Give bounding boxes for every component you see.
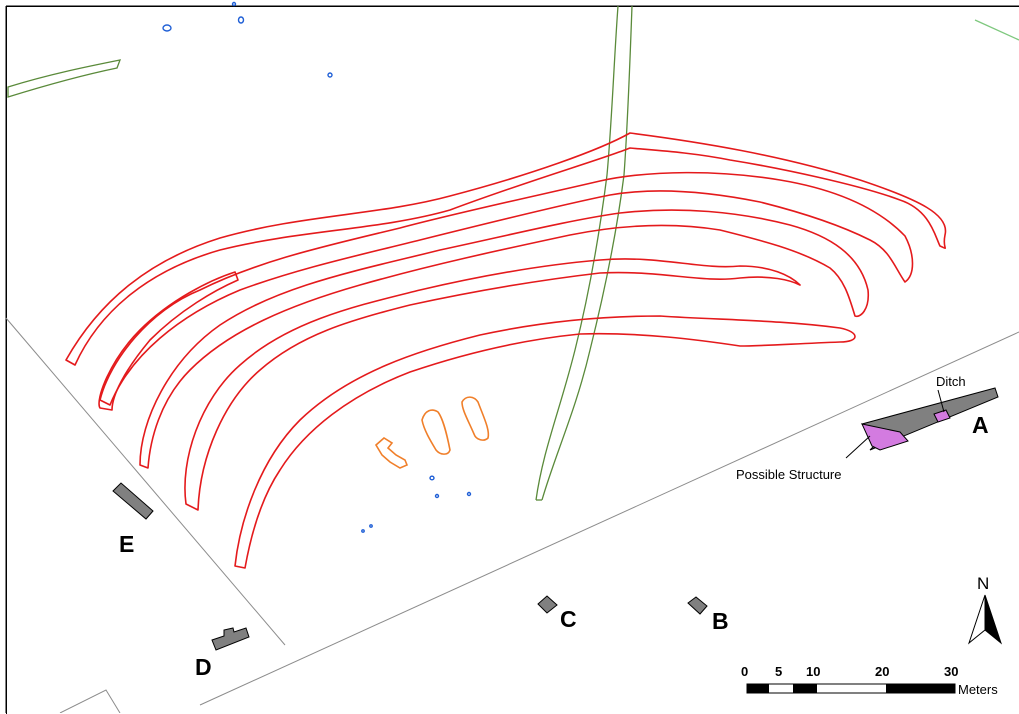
north-arrow-label: N: [977, 574, 989, 593]
label-b: B: [712, 608, 729, 634]
label-c: C: [560, 606, 577, 632]
scale-tick-5: 5: [775, 664, 782, 679]
scale-bar: 0 5 10 20 30 Meters: [741, 664, 998, 697]
feature-outline-3: [98, 271, 239, 411]
feature-outline-5: [184, 258, 801, 511]
structure-b: [687, 596, 708, 615]
ditch-area: [933, 409, 951, 423]
orange-features: [374, 396, 490, 469]
feature-outlines: [65, 132, 947, 569]
label-possible-structure: Possible Structure: [736, 467, 842, 482]
scale-tick-30: 30: [944, 664, 958, 679]
orange-feature-3: [461, 396, 490, 441]
structure-leader: [845, 435, 871, 459]
scale-bar-segment-2: [793, 684, 817, 693]
scale-bar-segment-1: [747, 684, 769, 693]
label-ditch: Ditch: [936, 374, 966, 389]
scale-tick-20: 20: [875, 664, 889, 679]
leader-lines: [845, 389, 945, 459]
north-arrow-west-half: [967, 594, 986, 645]
scale-tick-10: 10: [806, 664, 820, 679]
feature-outline-6: [234, 315, 856, 569]
structures: [112, 387, 999, 651]
pit-5: [429, 475, 435, 481]
feature-outline-4: [139, 209, 870, 469]
scale-bar-unit: Meters: [958, 682, 998, 697]
feature-outline-1: [65, 132, 947, 366]
pit-2: [237, 16, 245, 24]
possible-structure-area: [861, 423, 909, 451]
green-path-edge-east: [541, 5, 633, 501]
pit-9: [361, 529, 365, 533]
orange-feature-1: [374, 437, 409, 469]
feature-outline-2: [99, 171, 914, 406]
label-e: E: [119, 531, 134, 557]
scale-bar-segment-3: [886, 684, 955, 693]
pit-3: [231, 1, 237, 7]
pit-7: [466, 491, 472, 497]
pit-4: [327, 72, 333, 78]
north-arrow-east-half: [984, 594, 1003, 645]
north-arrow: N: [967, 574, 1003, 645]
label-a: A: [972, 412, 989, 438]
scale-tick-0: 0: [741, 664, 748, 679]
structure-d: [211, 627, 250, 651]
orange-feature-2: [421, 409, 451, 455]
boundary-line-west: [5, 317, 286, 646]
green-path-northeast: [974, 19, 1019, 41]
green-path-northwest: [7, 59, 122, 98]
structure-c: [537, 595, 558, 614]
label-d: D: [195, 654, 212, 680]
pits: [162, 1, 472, 533]
structure-e: [112, 482, 154, 520]
map-frame: [6, 6, 1019, 714]
boundary-line-south: [199, 331, 1019, 706]
boundary-lines: [5, 317, 1019, 713]
boundary-line-corner: [59, 689, 121, 713]
pit-8: [369, 524, 373, 528]
green-path-edge-west: [535, 5, 619, 501]
ditch-leader: [937, 389, 945, 413]
pit-6: [434, 493, 440, 499]
green-path: [7, 5, 1019, 501]
pit-1: [162, 24, 172, 32]
